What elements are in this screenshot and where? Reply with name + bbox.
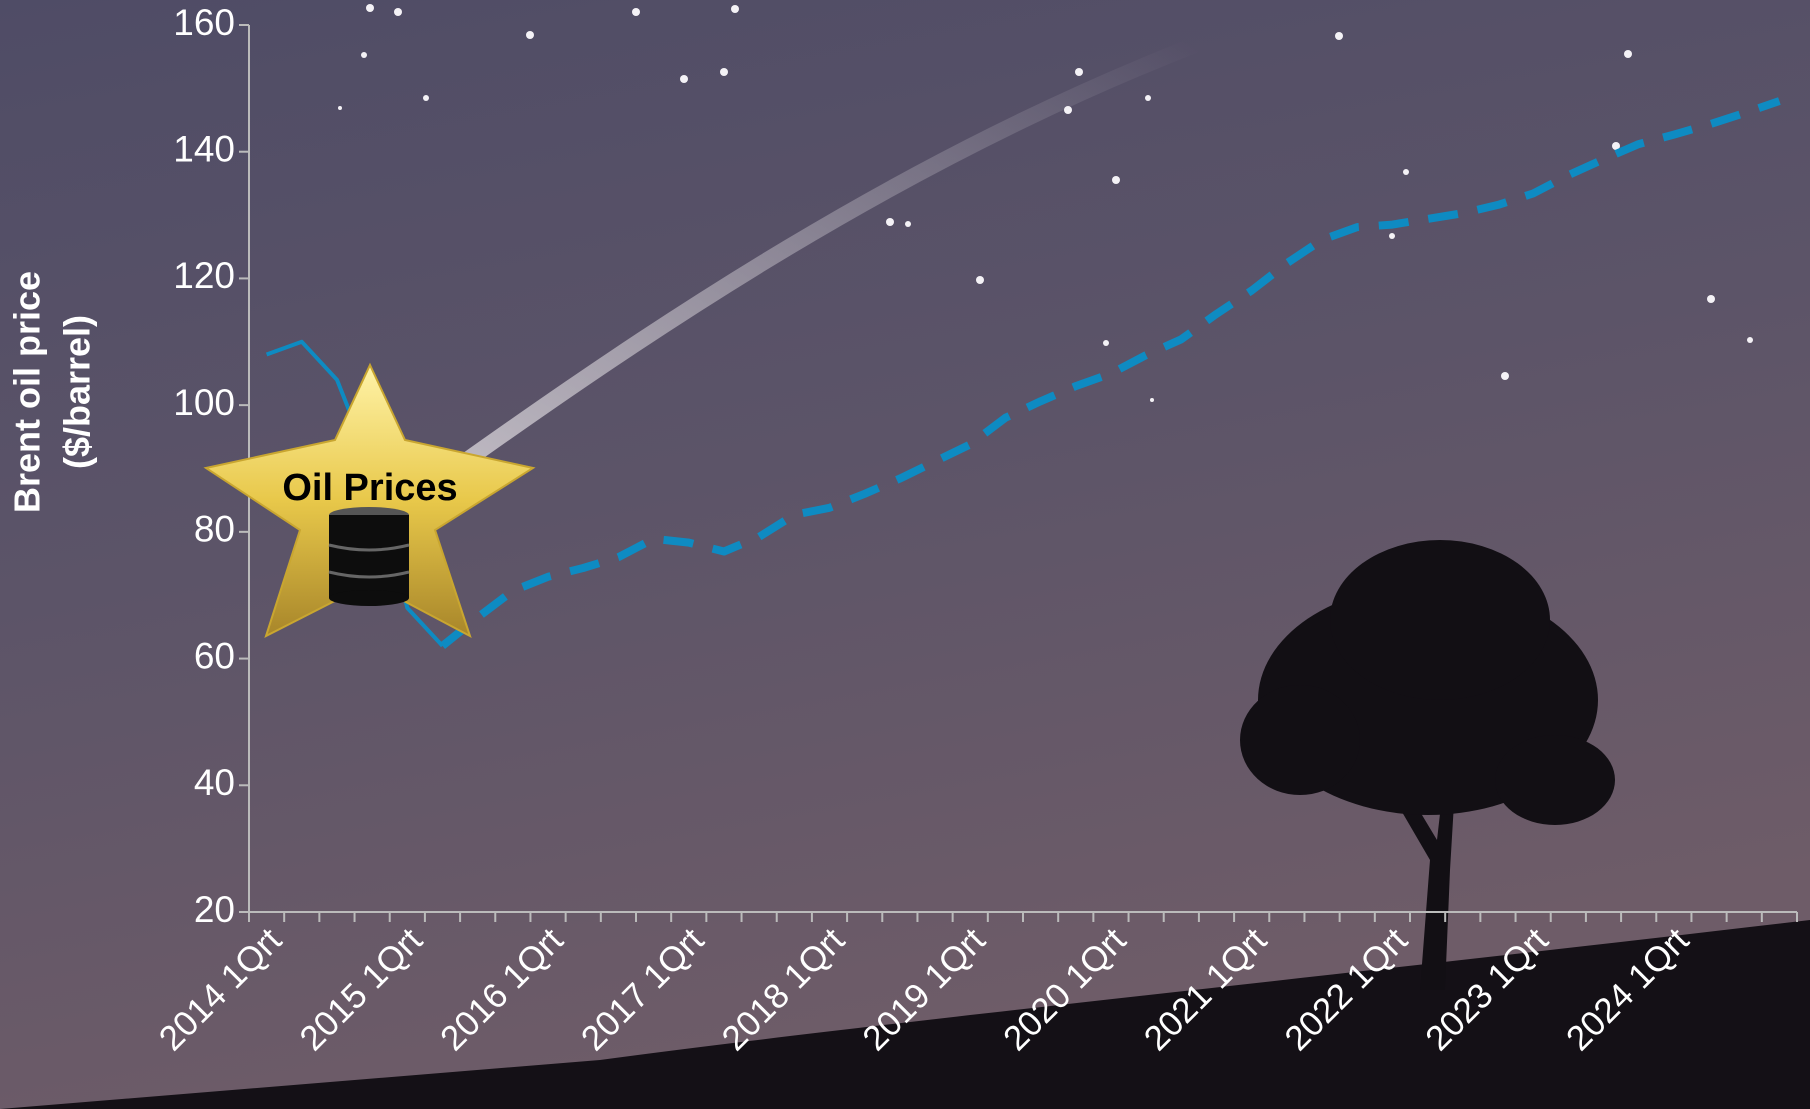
barrel-bottom	[329, 590, 409, 606]
barrel-rings	[328, 543, 410, 579]
y-tick-label: 60	[194, 635, 235, 676]
badge: Oil Prices	[203, 362, 536, 639]
y-axis-label: ($/barrel)	[57, 315, 98, 469]
tree	[1240, 540, 1615, 990]
y-tick-label: 160	[173, 2, 235, 43]
y-tick-label: 120	[173, 255, 235, 296]
badge-label: Oil Prices	[282, 467, 457, 509]
y-tick-label: 40	[194, 762, 235, 803]
series-line	[439, 97, 1781, 650]
y-axis-label: Brent oil price	[7, 271, 48, 513]
hill	[0, 920, 1810, 1109]
y-tick-label: 80	[194, 509, 235, 550]
comet	[452, 37, 1203, 473]
y-tick-label: 140	[173, 128, 235, 169]
stars	[338, 4, 1753, 402]
barrel	[329, 515, 409, 598]
y-tick-label: 20	[194, 889, 235, 930]
y-tick-label: 100	[173, 382, 235, 423]
